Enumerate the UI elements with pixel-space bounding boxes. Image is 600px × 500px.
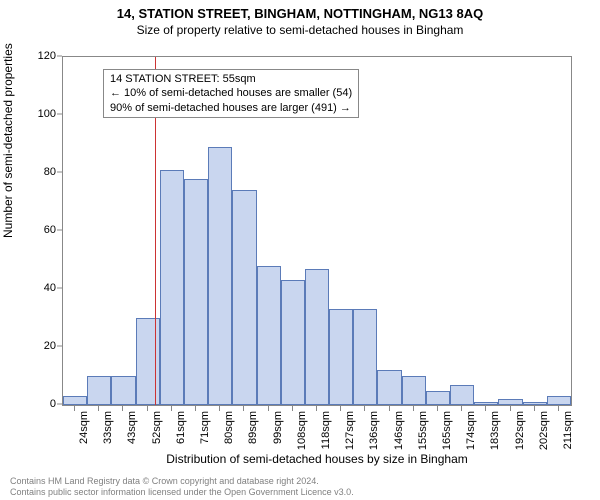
- bar: [184, 179, 208, 405]
- bar: [87, 376, 111, 405]
- bar: [377, 370, 401, 405]
- x-tick-label: 33sqm: [102, 411, 114, 444]
- y-tick-label: 100: [38, 108, 56, 120]
- bar: [474, 402, 498, 405]
- annotation-line-1: 14 STATION STREET: 55sqm: [110, 72, 352, 86]
- x-tick-label: 211sqm: [562, 411, 574, 449]
- x-tick-label: 71sqm: [199, 411, 211, 444]
- x-tick-label: 52sqm: [151, 411, 163, 444]
- y-axis: 020406080100120: [0, 56, 62, 406]
- x-tick-mark: [510, 406, 511, 411]
- bar: [232, 190, 256, 405]
- bar: [208, 147, 232, 405]
- bar: [402, 376, 426, 405]
- bar: [63, 396, 87, 405]
- x-tick-label: 165sqm: [441, 411, 453, 450]
- annotation-line-2: ← 10% of semi-detached houses are smalle…: [110, 86, 352, 100]
- bar: [329, 309, 353, 405]
- plot-area: 14 STATION STREET: 55sqm ← 10% of semi-d…: [62, 56, 572, 406]
- y-tick-label: 60: [44, 224, 56, 236]
- x-tick-mark: [98, 406, 99, 411]
- x-tick-label: 127sqm: [344, 411, 356, 450]
- y-tick-label: 0: [50, 398, 56, 410]
- x-tick-label: 24sqm: [78, 411, 90, 444]
- footer-line-2: Contains public sector information licen…: [10, 487, 354, 498]
- bar: [547, 396, 571, 405]
- x-tick-label: 43sqm: [126, 411, 138, 444]
- x-tick-mark: [389, 406, 390, 411]
- annotation-box: 14 STATION STREET: 55sqm ← 10% of semi-d…: [103, 69, 359, 118]
- x-tick-label: 174sqm: [465, 411, 477, 450]
- x-tick-mark: [195, 406, 196, 411]
- title-text: 14, STATION STREET, BINGHAM, NOTTINGHAM,…: [117, 6, 483, 21]
- x-tick-label: 108sqm: [296, 411, 308, 450]
- bar: [305, 269, 329, 405]
- x-tick-label: 89sqm: [247, 411, 259, 444]
- x-tick-label: 183sqm: [489, 411, 501, 450]
- bar: [450, 385, 474, 405]
- x-axis-label: Distribution of semi-detached houses by …: [62, 452, 572, 466]
- y-tick-label: 40: [44, 282, 56, 294]
- x-tick-label: 99sqm: [272, 411, 284, 444]
- x-tick-mark: [316, 406, 317, 411]
- annotation-line-3: 90% of semi-detached houses are larger (…: [110, 101, 352, 115]
- footer-line-1: Contains HM Land Registry data © Crown c…: [10, 476, 354, 487]
- chart-container: 14, STATION STREET, BINGHAM, NOTTINGHAM,…: [0, 0, 600, 500]
- y-tick-label: 80: [44, 166, 56, 178]
- page-title: 14, STATION STREET, BINGHAM, NOTTINGHAM,…: [0, 0, 600, 21]
- x-tick-mark: [558, 406, 559, 411]
- x-tick-label: 155sqm: [417, 411, 429, 450]
- bar: [257, 266, 281, 405]
- x-tick-label: 146sqm: [393, 411, 405, 450]
- x-tick-mark: [74, 406, 75, 411]
- page-subtitle: Size of property relative to semi-detach…: [0, 21, 600, 37]
- bar: [498, 399, 522, 405]
- y-tick-label: 20: [44, 340, 56, 352]
- x-tick-mark: [219, 406, 220, 411]
- x-tick-label: 136sqm: [368, 411, 380, 450]
- x-tick-label: 202sqm: [538, 411, 550, 450]
- footer: Contains HM Land Registry data © Crown c…: [10, 476, 354, 498]
- bar: [136, 318, 160, 405]
- x-tick-mark: [268, 406, 269, 411]
- x-tick-mark: [147, 406, 148, 411]
- x-label-text: Distribution of semi-detached houses by …: [166, 452, 468, 466]
- bar: [111, 376, 135, 405]
- x-tick-label: 61sqm: [175, 411, 187, 444]
- x-tick-mark: [243, 406, 244, 411]
- bar: [281, 280, 305, 405]
- x-tick-mark: [437, 406, 438, 411]
- x-tick-mark: [171, 406, 172, 411]
- bar: [353, 309, 377, 405]
- x-tick-mark: [461, 406, 462, 411]
- x-tick-mark: [122, 406, 123, 411]
- x-tick-mark: [534, 406, 535, 411]
- bar: [523, 402, 547, 405]
- y-tick-label: 120: [38, 50, 56, 62]
- x-tick-label: 118sqm: [320, 411, 332, 449]
- x-tick-label: 80sqm: [223, 411, 235, 444]
- bar: [160, 170, 184, 405]
- x-tick-mark: [413, 406, 414, 411]
- x-tick-mark: [292, 406, 293, 411]
- x-tick-mark: [364, 406, 365, 411]
- x-axis: 24sqm 33sqm 43sqm 52sqm 61sqm 71sqm 80sqm 89sqm…: [62, 406, 572, 456]
- x-tick-mark: [485, 406, 486, 411]
- x-tick-label: 192sqm: [514, 411, 526, 450]
- subtitle-text: Size of property relative to semi-detach…: [137, 23, 464, 37]
- bar: [426, 391, 450, 406]
- x-tick-mark: [340, 406, 341, 411]
